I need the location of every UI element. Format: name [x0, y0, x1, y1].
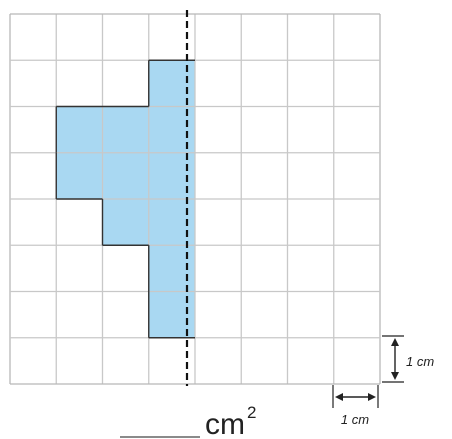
shaded-cell [56, 106, 103, 153]
horizontal-dimension: 1 cm [332, 385, 379, 427]
shaded-cell [102, 199, 149, 246]
shaded-cell [102, 106, 149, 153]
answer-unit-exponent: 2 [247, 403, 256, 422]
answer-unit: cm [205, 408, 245, 439]
shaded-cell [102, 152, 149, 199]
dim-v-label: 1 cm [406, 354, 434, 369]
dim-v-arrow-head-down [391, 372, 399, 380]
vertical-dimension: 1 cm [382, 335, 434, 383]
answer-area: cm 2 [120, 403, 256, 439]
shaded-cell [56, 152, 103, 199]
dim-h-arrow-head-right [368, 393, 376, 401]
dim-h-arrow-head-left [335, 393, 343, 401]
dim-h-label: 1 cm [341, 412, 369, 427]
shape-outline [55, 59, 195, 339]
dim-v-arrow-head-up [391, 338, 399, 346]
